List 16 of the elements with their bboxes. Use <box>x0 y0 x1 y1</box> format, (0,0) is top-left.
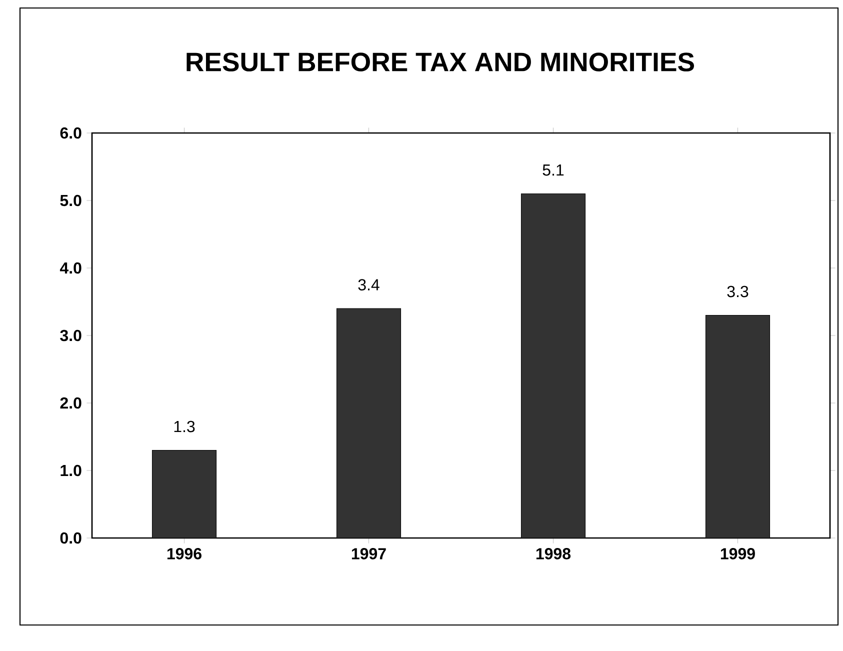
x-tick-label: 1996 <box>167 548 202 560</box>
y-tick-label: 5.0 <box>60 194 82 206</box>
data-label: 1.3 <box>174 420 195 432</box>
data-label: 3.3 <box>727 286 748 298</box>
data-label: 3.4 <box>358 279 380 290</box>
y-tick-label: 3.0 <box>60 330 82 342</box>
y-tick-label: 4.0 <box>60 262 82 274</box>
y-tick-label: 0.0 <box>60 532 82 544</box>
y-tick-label: 2.0 <box>60 397 82 409</box>
x-tick-label: 1999 <box>720 548 755 560</box>
x-tick-label: 1997 <box>352 548 386 560</box>
y-tick-label: 1.0 <box>60 464 82 476</box>
y-tick-label: 6.0 <box>60 127 82 139</box>
x-tick-label: 1998 <box>536 548 571 560</box>
data-label: 5.1 <box>542 164 564 176</box>
chart-title: RESULT BEFORE TAX AND MINORITIES <box>186 52 694 72</box>
